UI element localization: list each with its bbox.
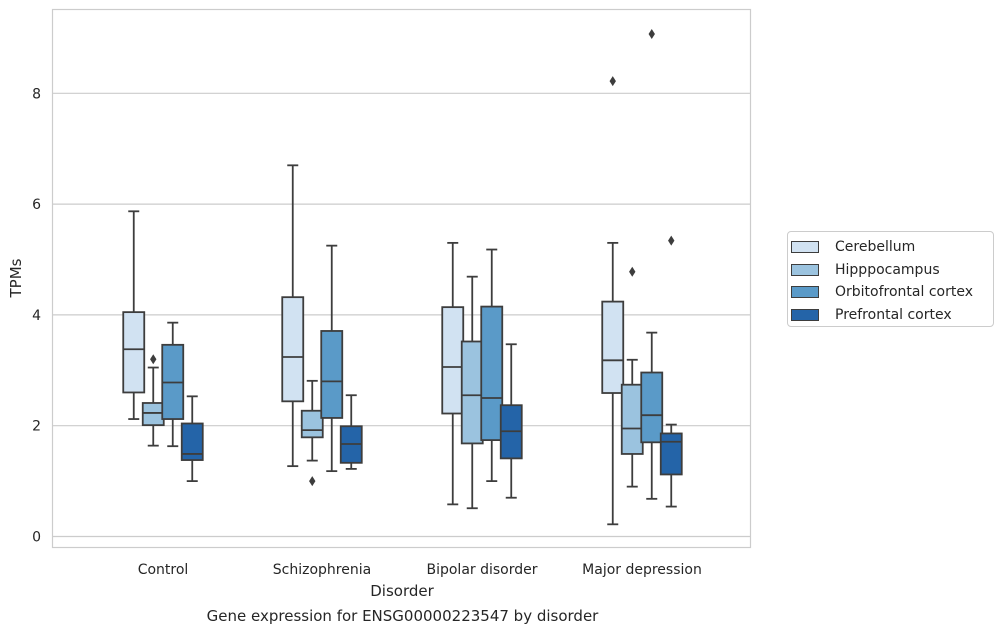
legend-label: Orbitofrontal cortex bbox=[835, 284, 973, 301]
box-1-1 bbox=[300, 379, 324, 487]
x-tick-label: Bipolar disorder bbox=[426, 562, 537, 578]
legend-swatch bbox=[791, 263, 819, 276]
y-tick-label: 4 bbox=[32, 308, 41, 324]
y-tick-label: 6 bbox=[32, 197, 41, 213]
box bbox=[141, 402, 165, 427]
box bbox=[480, 305, 504, 442]
legend-label: Cerebellum bbox=[835, 239, 916, 256]
box bbox=[320, 330, 344, 419]
box bbox=[640, 371, 664, 444]
x-axis-ticks: Control Schizophrenia Bipolar disorder Majo… bbox=[138, 562, 702, 578]
y-tick-label: 0 bbox=[32, 530, 41, 546]
box-3-2 bbox=[499, 343, 523, 499]
box bbox=[441, 306, 465, 415]
legend-item: Orbitofrontal cortex bbox=[791, 281, 993, 304]
box bbox=[460, 340, 484, 445]
box-2-2 bbox=[480, 248, 504, 483]
box-2-1 bbox=[320, 244, 344, 473]
box-3-1 bbox=[339, 394, 363, 470]
box-groups bbox=[122, 29, 683, 526]
legend-item: Cerebellum bbox=[791, 236, 993, 259]
plot-frame bbox=[51, 8, 752, 549]
box bbox=[281, 296, 305, 403]
outlier-point bbox=[309, 476, 316, 487]
chart-caption: Gene expression for ENSG00000223547 by d… bbox=[206, 607, 599, 625]
outlier-point bbox=[150, 354, 157, 365]
gridlines bbox=[52, 92, 750, 538]
box-3-3 bbox=[659, 235, 683, 508]
legend-swatch bbox=[791, 308, 819, 321]
legend-item: Prefrontal cortex bbox=[791, 304, 993, 327]
box-0-0 bbox=[122, 210, 146, 420]
box-2-0 bbox=[161, 321, 185, 448]
outlier-point bbox=[609, 76, 616, 87]
legend-swatch bbox=[791, 286, 819, 299]
legend: Cerebellum Hipppocampus Orbitofrontal cort… bbox=[787, 231, 994, 327]
y-tick-label: 8 bbox=[32, 86, 41, 102]
box-1-2 bbox=[460, 275, 484, 510]
y-axis-ticks: 0 2 4 6 8 bbox=[32, 86, 41, 545]
box-0-1 bbox=[281, 164, 305, 468]
legend-swatch bbox=[791, 241, 819, 254]
legend-item: Hipppocampus bbox=[791, 259, 993, 282]
box bbox=[300, 409, 324, 439]
legend-label: Hipppocampus bbox=[835, 261, 940, 278]
box-2-3 bbox=[640, 29, 664, 500]
box-1-3 bbox=[620, 266, 644, 488]
y-axis-label: TPMs bbox=[7, 258, 25, 298]
box bbox=[122, 311, 146, 394]
box-3-0 bbox=[180, 395, 204, 483]
box-0-2 bbox=[441, 241, 465, 506]
box bbox=[180, 422, 204, 461]
x-tick-label: Control bbox=[138, 562, 189, 578]
x-tick-label: Schizophrenia bbox=[273, 562, 371, 578]
legend-label: Prefrontal cortex bbox=[835, 306, 952, 323]
outlier-point bbox=[629, 266, 636, 277]
y-tick-label: 2 bbox=[32, 419, 41, 435]
box bbox=[659, 432, 683, 476]
x-tick-label: Major depression bbox=[582, 562, 702, 578]
outlier-point bbox=[668, 235, 675, 246]
box-0-3 bbox=[601, 76, 625, 526]
box bbox=[620, 383, 644, 455]
box bbox=[601, 300, 625, 394]
box-1-0 bbox=[141, 354, 165, 447]
outlier-point bbox=[648, 29, 655, 40]
x-axis-label: Disorder bbox=[370, 582, 434, 600]
